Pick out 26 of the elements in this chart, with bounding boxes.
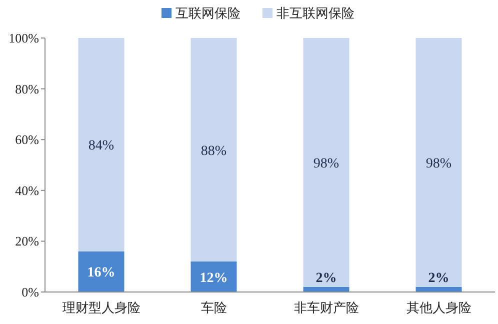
x-tick-label: 理财型人身险 xyxy=(62,300,140,315)
data-label: 98% xyxy=(313,156,340,172)
data-label: 88% xyxy=(200,144,227,159)
y-tick-label: 80% xyxy=(15,81,40,96)
bar xyxy=(190,38,237,262)
y-tick-label: 40% xyxy=(15,182,40,198)
bar xyxy=(78,38,124,252)
data-label: 12% xyxy=(200,270,228,286)
x-tick-label: 非车财产险 xyxy=(294,300,359,315)
y-tick-label: 20% xyxy=(15,234,40,249)
data-label: 2% xyxy=(316,270,337,286)
bar xyxy=(416,38,462,287)
y-tick-label: 100% xyxy=(8,30,40,46)
bar xyxy=(78,251,124,292)
bar xyxy=(190,262,237,292)
x-tick-label: 车险 xyxy=(200,300,227,315)
y-tick-label: 0% xyxy=(22,284,40,300)
x-tick-label: 其他人身险 xyxy=(406,300,472,315)
data-label: 84% xyxy=(88,138,114,154)
y-tick-label: 60% xyxy=(15,132,40,148)
bar xyxy=(303,38,350,287)
data-label: 16% xyxy=(87,266,116,281)
data-label: 2% xyxy=(428,270,450,286)
data-label: 98% xyxy=(426,156,452,172)
legend-label: 互联网保险 xyxy=(176,6,240,20)
legend-label: 非互联网保险 xyxy=(276,6,354,20)
